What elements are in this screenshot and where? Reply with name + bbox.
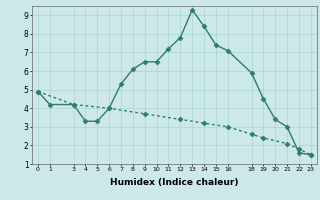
- X-axis label: Humidex (Indice chaleur): Humidex (Indice chaleur): [110, 178, 239, 187]
